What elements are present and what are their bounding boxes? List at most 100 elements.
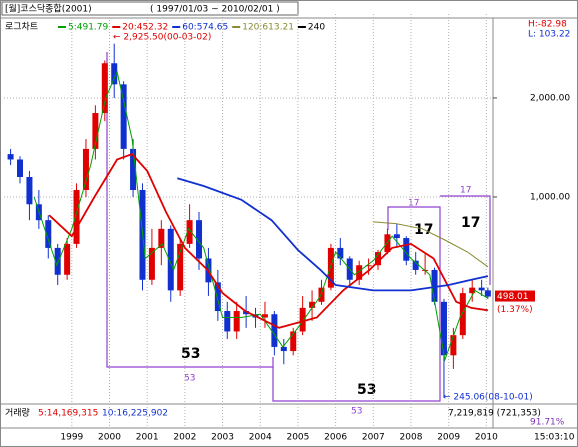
candle-body <box>186 220 193 244</box>
volume-current: 7,219,819 (721,353) <box>448 409 541 419</box>
cycle-count: 53 <box>181 346 200 362</box>
volume-label: 거래량 <box>5 407 30 419</box>
candle-body <box>356 265 363 280</box>
min-annotation: ← 245.06(08-10-01) <box>443 393 533 403</box>
candle-body <box>375 252 382 266</box>
x-tick-label: 2007 <box>362 433 385 443</box>
candle-body <box>130 148 137 190</box>
candle-body <box>403 238 410 261</box>
title-box <box>1 1 299 16</box>
candle-body <box>7 154 14 160</box>
candle-body <box>167 228 174 291</box>
x-tick-label: 2009 <box>437 433 460 443</box>
bracket <box>387 206 441 394</box>
bracket <box>272 367 441 402</box>
ma-line <box>177 177 489 292</box>
x-tick-label: 2005 <box>286 433 309 443</box>
candle-body <box>101 63 108 114</box>
bracket <box>106 52 274 368</box>
volume-ma5: 5:14,169,315 <box>38 409 98 419</box>
candle-body <box>26 176 33 205</box>
candle-body <box>158 228 165 248</box>
clock: 15:03:10 <box>534 433 575 443</box>
x-tick-label: 1999 <box>60 433 83 443</box>
x-tick-label: 2008 <box>400 433 423 443</box>
candle-body <box>120 84 127 149</box>
candle-body <box>384 234 391 253</box>
bracket <box>440 195 491 285</box>
cycle-count-small: 17 <box>408 199 419 209</box>
candle-body <box>431 269 438 302</box>
cycle-count: 17 <box>461 215 480 231</box>
candle-body <box>64 243 71 275</box>
chart-subtitle: ( 1997/01/03 ~ 2010/02/01 ) <box>150 5 280 15</box>
candle-body <box>243 311 250 315</box>
low-info: L: 103.22 <box>528 30 570 40</box>
y-tick-label: 1,000.00 <box>530 192 570 202</box>
x-tick-label: 2010 <box>475 433 498 443</box>
candle-body <box>440 301 447 356</box>
y-tick-label: 2,000.00 <box>530 93 570 103</box>
x-tick-label: 2003 <box>211 433 234 443</box>
candle-body <box>484 290 491 297</box>
candle-body <box>224 311 231 332</box>
candle-body <box>280 346 287 352</box>
candle-body <box>412 260 419 270</box>
candle-body <box>233 311 240 332</box>
ma-line <box>48 153 489 329</box>
price-tag-label: 498.01 <box>497 292 529 302</box>
candle-body <box>214 282 221 312</box>
candle-body <box>92 113 99 149</box>
x-tick-label: 2002 <box>173 433 196 443</box>
candle-body <box>337 247 344 259</box>
candle-body <box>177 243 184 291</box>
cycle-count-small: 53 <box>184 374 195 384</box>
candle-body <box>469 287 476 294</box>
candle-body <box>82 148 89 190</box>
cycle-brackets <box>106 52 491 402</box>
candle-body <box>365 265 372 267</box>
candle-body <box>327 247 334 288</box>
cycle-count: 53 <box>357 382 376 398</box>
x-tick-label: 2006 <box>324 433 347 443</box>
candle-body <box>318 287 325 302</box>
legend-label: 20:452.32 <box>122 23 168 33</box>
candle-body <box>478 287 485 291</box>
max-annotation: ← 2,925.50(00-03-02) <box>113 33 211 43</box>
candle-body <box>196 220 203 259</box>
legend-label: 5:491.79 <box>68 23 109 33</box>
candle-body <box>393 234 400 239</box>
volume-ma10: 10:16,225,902 <box>102 409 168 419</box>
candle-body <box>299 307 306 332</box>
scale-label: 로그차트 <box>5 21 38 33</box>
volume-ratio: 91.71% <box>530 418 565 428</box>
ma-line <box>33 70 489 362</box>
candle-body <box>148 247 155 280</box>
x-tick-label: 2004 <box>249 433 272 443</box>
candle-body <box>290 331 297 352</box>
legend-label: 60:574.65 <box>182 23 228 33</box>
candle-body <box>54 247 61 275</box>
candle-body <box>73 189 80 244</box>
candle-body <box>17 159 24 177</box>
legend-label: 240 <box>308 23 325 33</box>
change-label: (1.37%) <box>497 305 533 315</box>
cycle-count-small: 17 <box>460 186 471 196</box>
x-tick-label: 2000 <box>98 433 121 443</box>
candle-body <box>450 335 457 356</box>
high-info: H:-82.98 <box>528 20 567 30</box>
cycle-count-small: 53 <box>351 407 362 417</box>
ma-line <box>373 221 489 268</box>
candle-body <box>261 314 268 318</box>
chart-title: [월]코스닥종합(2001) <box>5 3 92 15</box>
candle-body <box>271 314 278 347</box>
candle-body <box>45 220 52 248</box>
price-tag <box>495 290 535 302</box>
legend-label: 120:613.21 <box>242 23 294 33</box>
x-tick-label: 2001 <box>136 433 159 443</box>
candle-body <box>459 293 466 336</box>
candle-body <box>309 301 316 308</box>
candle-body <box>111 63 118 85</box>
